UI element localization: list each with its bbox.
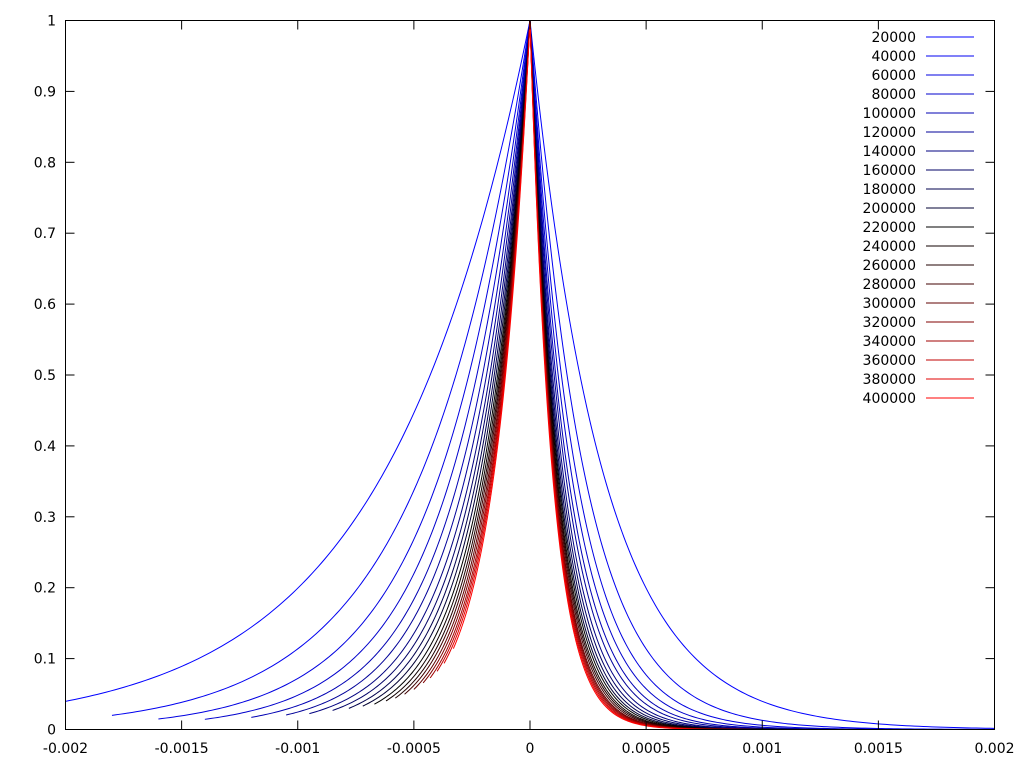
legend-label: 80000 bbox=[871, 87, 916, 103]
legend-label: 320000 bbox=[863, 315, 916, 331]
legend-label: 200000 bbox=[863, 201, 916, 217]
legend-label: 120000 bbox=[863, 125, 916, 141]
legend-label: 380000 bbox=[863, 372, 916, 388]
legend-label: 60000 bbox=[871, 68, 916, 84]
legend-label: 100000 bbox=[863, 106, 916, 122]
y-tick-label: 0.8 bbox=[34, 155, 56, 171]
y-tick-label: 1 bbox=[47, 14, 56, 30]
x-tick-label: -0.002 bbox=[43, 741, 88, 757]
legend-label: 280000 bbox=[863, 277, 916, 293]
y-tick-label: 0 bbox=[47, 723, 56, 739]
legend-label: 40000 bbox=[871, 49, 916, 65]
x-tick-label: 0.002 bbox=[974, 741, 1014, 757]
legend-label: 240000 bbox=[863, 239, 916, 255]
y-tick-label: 0.9 bbox=[34, 84, 56, 100]
legend-label: 260000 bbox=[863, 258, 916, 274]
legend-label: 140000 bbox=[863, 144, 916, 160]
x-tick-label: 0.0015 bbox=[854, 741, 903, 757]
x-tick-label: -0.0005 bbox=[387, 741, 441, 757]
legend-label: 160000 bbox=[863, 163, 916, 179]
x-tick-label: 0 bbox=[526, 741, 535, 757]
series-line-20000 bbox=[65, 20, 995, 729]
series-layer bbox=[65, 20, 995, 730]
legend-label: 360000 bbox=[863, 353, 916, 369]
legend-label: 340000 bbox=[863, 334, 916, 350]
y-tick-label: 0.5 bbox=[34, 368, 56, 384]
legend-label: 20000 bbox=[871, 30, 916, 46]
x-tick-label: 0.0005 bbox=[622, 741, 671, 757]
legend-label: 300000 bbox=[863, 296, 916, 312]
x-tick-label: 0.001 bbox=[742, 741, 782, 757]
legend-label: 180000 bbox=[863, 182, 916, 198]
y-tick-label: 0.7 bbox=[34, 226, 56, 242]
legend: 20000 40000 60000 80000 100000 120000 140000 16… bbox=[863, 30, 974, 407]
y-tick-label: 0.1 bbox=[34, 652, 56, 668]
legend-label: 400000 bbox=[863, 391, 916, 407]
plot-frame bbox=[65, 20, 995, 730]
x-tick-label: -0.001 bbox=[275, 741, 320, 757]
axis-layer: -0.002 -0.0015 -0.001 -0.0005 0 0.0005 0.001 0.… bbox=[34, 14, 1015, 758]
y-tick-label: 0.3 bbox=[34, 510, 56, 526]
y-tick-label: 0.4 bbox=[34, 439, 56, 455]
legend-label: 220000 bbox=[863, 220, 916, 236]
y-tick-label: 0.2 bbox=[34, 581, 56, 597]
y-tick-label: 0.6 bbox=[34, 297, 56, 313]
x-tick-label: -0.0015 bbox=[155, 741, 209, 757]
